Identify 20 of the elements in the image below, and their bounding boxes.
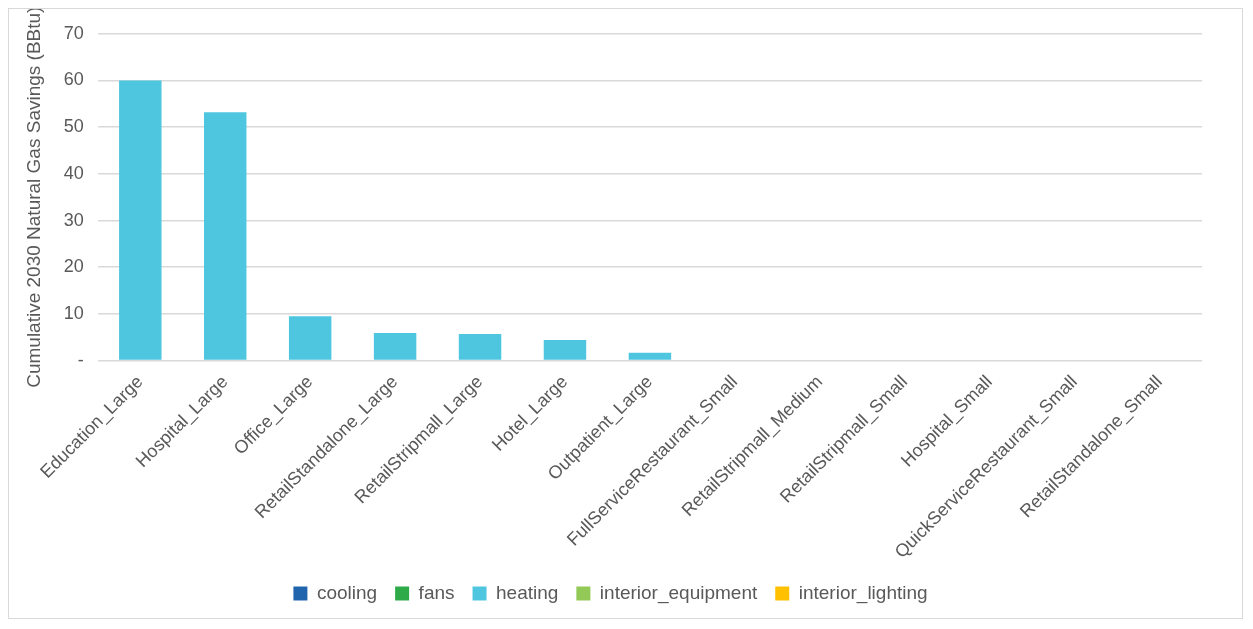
legend-label: interior_equipment [599, 581, 758, 604]
y-tick-label: 20 [63, 256, 84, 277]
y-tick-label: 70 [63, 22, 84, 43]
bar [288, 316, 332, 360]
y-tick-label: - [77, 349, 84, 370]
legend-label: interior_lighting [798, 581, 928, 604]
y-tick-label: 50 [63, 116, 84, 137]
bar [373, 333, 417, 360]
y-tick-label: 40 [63, 162, 84, 183]
bar [543, 340, 587, 360]
bar [203, 112, 247, 360]
y-tick-label: 30 [63, 209, 84, 230]
bar [119, 80, 162, 360]
y-tick-label: 10 [63, 302, 84, 323]
legend-label: heating [496, 581, 559, 603]
y-tick-label: 60 [63, 69, 84, 90]
bar [628, 352, 672, 360]
legend-label: cooling [316, 581, 378, 603]
bar [458, 333, 502, 360]
legend-label: fans [418, 581, 455, 603]
